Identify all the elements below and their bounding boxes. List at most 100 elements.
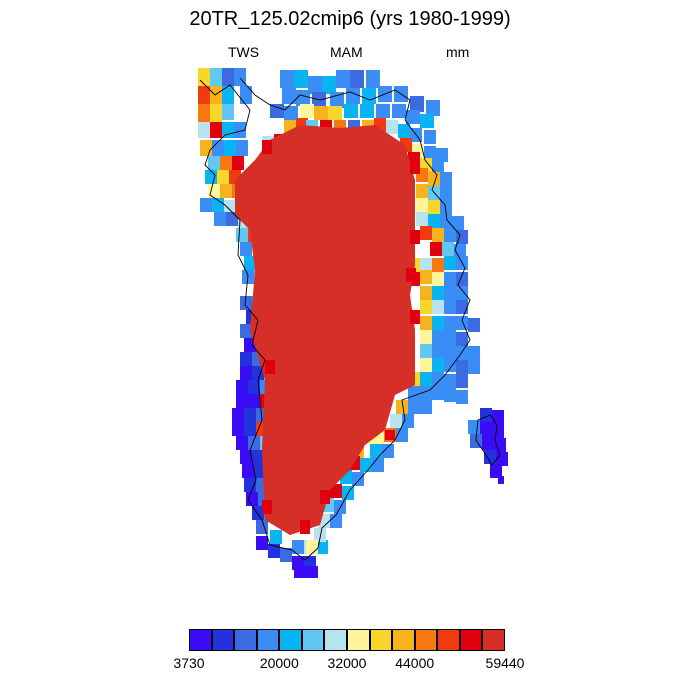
colorbar-tick-label: 59440 bbox=[485, 655, 525, 671]
grid-cell bbox=[420, 286, 432, 300]
grid-cell bbox=[240, 324, 252, 338]
colorbar-swatch bbox=[234, 629, 257, 651]
map-title: 20TR_125.02cmip6 (yrs 1980-1999) bbox=[189, 8, 511, 30]
grid-cell bbox=[410, 160, 420, 174]
colorbar-swatch bbox=[211, 629, 235, 651]
grid-cell bbox=[220, 156, 232, 170]
grid-cell bbox=[362, 88, 376, 104]
colorbar-swatch bbox=[301, 629, 325, 651]
grid-cell bbox=[246, 492, 258, 506]
grid-cell bbox=[280, 548, 292, 562]
grid-cell bbox=[328, 106, 342, 120]
colorbar-swatch bbox=[279, 629, 302, 651]
grid-cell bbox=[416, 198, 428, 212]
grid-cell bbox=[490, 464, 502, 478]
colorbar-swatch bbox=[392, 629, 415, 651]
grid-cell bbox=[244, 408, 256, 422]
grid-cell bbox=[444, 344, 456, 358]
grid-cell bbox=[456, 300, 468, 314]
ice-edge-cells bbox=[262, 140, 420, 534]
grid-cell bbox=[322, 76, 336, 94]
grid-cell bbox=[432, 228, 444, 242]
ice-sheet-region bbox=[235, 125, 415, 535]
grid-cell bbox=[376, 104, 390, 118]
grid-cell bbox=[432, 358, 444, 372]
colorbar-tick-label: 44000 bbox=[395, 655, 435, 671]
grid-cell bbox=[300, 520, 310, 534]
grid-cell bbox=[402, 414, 414, 428]
grid-cell bbox=[292, 540, 304, 554]
grid-cell bbox=[420, 400, 432, 414]
grid-cell bbox=[282, 88, 296, 104]
grid-cell bbox=[444, 330, 456, 344]
grid-cell bbox=[300, 104, 314, 118]
grid-cell bbox=[386, 120, 398, 134]
grid-cell bbox=[410, 310, 420, 324]
grid-cell bbox=[214, 212, 226, 226]
grid-cell bbox=[432, 386, 444, 400]
grid-cell bbox=[494, 438, 506, 452]
grid-cell bbox=[224, 140, 236, 156]
colorbar-tick-label: 3730 bbox=[173, 655, 205, 671]
grid-cell bbox=[440, 214, 452, 228]
grid-cell bbox=[308, 76, 322, 94]
grid-cell bbox=[236, 436, 248, 450]
grid-cell bbox=[444, 228, 456, 242]
colorbar-swatch bbox=[189, 629, 212, 651]
grid-cell bbox=[444, 286, 456, 300]
grid-cell bbox=[428, 200, 440, 214]
colorbar-swatch bbox=[482, 629, 505, 651]
grid-cell bbox=[280, 70, 294, 88]
grid-cell bbox=[430, 242, 442, 256]
grid-cell bbox=[410, 96, 424, 112]
units-label: mm bbox=[446, 44, 470, 60]
grid-cell bbox=[244, 256, 256, 270]
grid-cell bbox=[198, 68, 210, 86]
grid-cell bbox=[252, 450, 264, 464]
variable-label: TWS bbox=[228, 44, 260, 60]
grid-cell bbox=[420, 226, 432, 240]
grid-cell bbox=[198, 104, 210, 122]
grid-cell bbox=[440, 200, 452, 214]
grid-cell bbox=[248, 380, 260, 394]
grid-cell bbox=[444, 272, 456, 286]
grid-cell bbox=[420, 300, 432, 314]
grid-cell bbox=[240, 242, 252, 256]
grid-cell bbox=[390, 414, 402, 428]
grid-cell bbox=[420, 358, 432, 372]
grid-cell bbox=[480, 408, 492, 422]
grid-cell bbox=[468, 360, 480, 374]
grid-cell bbox=[240, 86, 252, 104]
grid-cell bbox=[244, 422, 256, 436]
grid-cell bbox=[444, 256, 456, 270]
season-label: MAM bbox=[330, 44, 363, 60]
grid-cell bbox=[432, 272, 444, 286]
grid-cell bbox=[442, 242, 454, 256]
grid-cell bbox=[284, 106, 298, 120]
grid-cell bbox=[210, 68, 222, 86]
grid-cell bbox=[360, 104, 374, 118]
colorbar-swatch bbox=[437, 629, 460, 651]
grid-cell bbox=[424, 130, 436, 144]
grid-cell bbox=[270, 530, 282, 544]
grid-cell bbox=[444, 374, 456, 388]
grid-cell bbox=[408, 400, 420, 414]
grid-cell bbox=[350, 70, 364, 88]
grid-cell bbox=[240, 352, 252, 366]
grid-cell bbox=[296, 90, 310, 106]
grid-cell bbox=[346, 88, 360, 104]
grid-cell bbox=[234, 122, 246, 138]
grid-cell bbox=[210, 86, 222, 104]
grid-cell bbox=[420, 386, 432, 400]
grid-cell bbox=[198, 122, 210, 138]
grid-cell bbox=[222, 86, 234, 104]
grid-cell bbox=[406, 268, 416, 282]
colorbar-swatch bbox=[324, 629, 347, 651]
grid-cell bbox=[498, 476, 504, 484]
grid-cell bbox=[432, 300, 444, 314]
grid-cell bbox=[432, 258, 444, 272]
grid-cell bbox=[432, 372, 444, 386]
grid-cell bbox=[424, 146, 436, 160]
grid-cell bbox=[432, 286, 444, 300]
